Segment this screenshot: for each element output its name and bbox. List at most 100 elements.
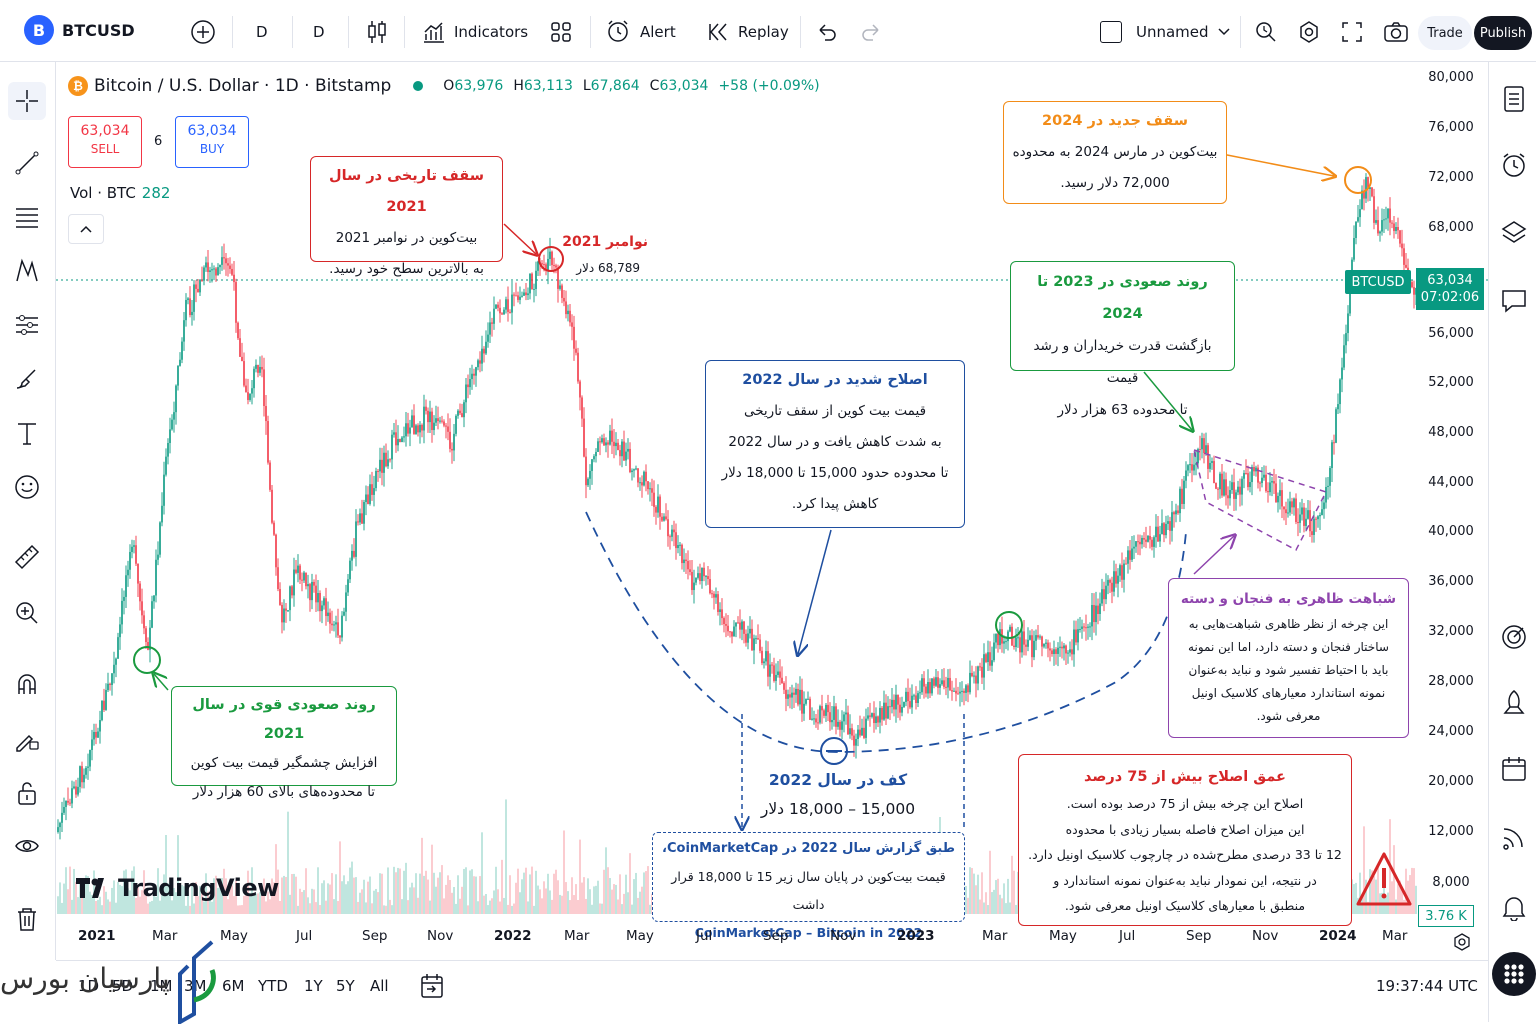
chart-title[interactable]: Bitcoin / U.S. Dollar · 1D · Bitstamp: [94, 76, 392, 96]
camera-icon[interactable]: [1383, 18, 1409, 46]
alert-button[interactable]: Alert: [606, 18, 676, 46]
compare-add-icon[interactable]: [190, 18, 216, 46]
forecasting-icon[interactable]: [8, 306, 46, 344]
text-tool-icon[interactable]: [8, 414, 46, 452]
candle-body: [469, 379, 471, 388]
volume-bar: [413, 887, 415, 914]
zoom-in-icon[interactable]: [8, 594, 46, 632]
volume-bar: [281, 877, 283, 914]
settings-gear-icon[interactable]: [1297, 18, 1321, 46]
candle-body: [1117, 575, 1119, 584]
layout-name-button[interactable]: Unnamed: [1100, 18, 1231, 46]
volume-bar: [469, 870, 471, 914]
volume-bar: [1393, 845, 1395, 914]
interval-button[interactable]: D: [256, 23, 268, 41]
annotation-correction-depth[interactable]: عمق اصلاح بیش از 75 درصد اصلاح این چرخه …: [1018, 754, 1352, 926]
layers-icon[interactable]: [1497, 216, 1531, 250]
volume-bar: [563, 830, 565, 914]
candle-body: [1265, 474, 1267, 492]
interval-button-2[interactable]: D: [313, 23, 325, 41]
volume-bar: [403, 870, 405, 914]
target-icon[interactable]: [1497, 620, 1531, 654]
quick-search-icon[interactable]: [1254, 18, 1278, 46]
volume-bar: [511, 905, 513, 914]
candle-body: [529, 273, 531, 294]
ruler-icon[interactable]: [8, 538, 46, 576]
spread-value: 6: [154, 134, 163, 149]
candle-body: [457, 410, 459, 416]
volume-bar: [173, 888, 175, 914]
chat-icon[interactable]: [1497, 284, 1531, 318]
layouts-grid-icon[interactable]: [550, 18, 572, 46]
goto-date-icon[interactable]: [420, 973, 444, 1003]
redo-icon[interactable]: [860, 18, 882, 46]
range-button-5d[interactable]: 5D: [112, 977, 134, 995]
volume-bar: [965, 885, 967, 914]
publish-button[interactable]: Publish: [1474, 16, 1532, 50]
volume-bar: [547, 873, 549, 914]
notification-bell-icon[interactable]: [1497, 890, 1531, 924]
candle-body: [1331, 442, 1333, 469]
alerts-clock-icon[interactable]: [1497, 148, 1531, 182]
candle-body: [1253, 466, 1255, 472]
fullscreen-icon[interactable]: [1340, 18, 1364, 46]
candle-body: [895, 694, 897, 710]
broadcast-icon[interactable]: [1497, 820, 1531, 854]
range-button-ytd[interactable]: YTD: [258, 977, 288, 995]
symbol-search[interactable]: B BTCUSD: [24, 15, 135, 45]
buy-button[interactable]: 63,034 BUY: [175, 116, 249, 168]
sell-button[interactable]: 63,034 SELL: [68, 116, 142, 168]
candle-body: [1079, 628, 1081, 630]
trade-button[interactable]: Trade: [1418, 16, 1472, 50]
range-button-1m[interactable]: 1M: [150, 977, 173, 995]
annotation-new-high-2024[interactable]: سقف جدید در 2024 بیت‌کوین در مارس 2024 ب…: [1003, 101, 1227, 204]
cmc-link[interactable]: CoinMarketCap – Bitcoin in 2022: [694, 925, 923, 940]
range-button-all[interactable]: All: [370, 977, 389, 995]
range-button-6m[interactable]: 6M: [222, 977, 245, 995]
annotation-ath-2021[interactable]: سقف تاریخی در سال 2021 بیت‌کوین در نوامب…: [310, 156, 503, 277]
annotation-cmc[interactable]: طبق گزارش سال 2022 در CoinMarketCap، قیم…: [652, 832, 965, 940]
eye-icon[interactable]: [8, 828, 46, 866]
magnet-icon[interactable]: [8, 666, 46, 704]
volume-bar: [375, 888, 377, 914]
volume-bar: [145, 895, 147, 914]
replay-button[interactable]: Replay: [706, 18, 789, 46]
rocket-icon[interactable]: [1497, 686, 1531, 720]
collapse-legend-button[interactable]: [68, 214, 104, 244]
range-button-1y[interactable]: 1Y: [304, 977, 323, 995]
calendar-icon[interactable]: [1497, 752, 1531, 786]
annotation-correction-2022[interactable]: اصلاح شدید در سال 2022 قیمت بیت کوین از …: [705, 360, 965, 528]
candle-body: [547, 258, 549, 271]
annotation-cup-handle[interactable]: شباهت ظاهری به فنجان و دسته این چرخه از …: [1168, 578, 1409, 738]
range-button-1d[interactable]: 1D: [78, 977, 100, 995]
pattern-icon[interactable]: [8, 252, 46, 290]
indicators-button[interactable]: Indicators: [422, 18, 528, 46]
candle-body: [81, 766, 83, 783]
candle-body: [133, 545, 135, 547]
trash-icon[interactable]: [8, 900, 46, 938]
more-menu-button[interactable]: [1492, 952, 1536, 996]
range-button-5y[interactable]: 5Y: [336, 977, 355, 995]
undo-icon[interactable]: [816, 18, 838, 46]
volume-bar: [229, 880, 231, 914]
tradingview-logo-icon: [76, 878, 104, 898]
utc-clock[interactable]: 19:37:44 UTC: [1376, 977, 1478, 995]
candle-body: [383, 452, 385, 473]
candle-body: [653, 492, 655, 507]
axis-settings-icon[interactable]: [1452, 932, 1472, 956]
candles-icon[interactable]: [366, 18, 388, 46]
candle-body: [607, 442, 609, 445]
time-tick-label: 2023: [897, 928, 935, 944]
crosshair-icon[interactable]: [8, 82, 46, 120]
trendline-icon[interactable]: [8, 144, 46, 182]
lock-drawing-icon[interactable]: [8, 720, 46, 758]
candle-body: [947, 677, 949, 688]
annotation-uptrend-2021[interactable]: روند صعودی قوی در سال 2021 افزایش چشمگیر…: [171, 686, 397, 800]
annotation-uptrend-2023-2024[interactable]: روند صعودی در 2023 تا 2024 بازگشت قدرت خ…: [1010, 261, 1235, 418]
fib-retracement-icon[interactable]: [8, 198, 46, 236]
candle-body: [929, 682, 931, 694]
lock-icon[interactable]: [8, 774, 46, 812]
emoji-icon[interactable]: [8, 468, 46, 506]
brush-icon[interactable]: [8, 360, 46, 398]
watchlist-icon[interactable]: [1497, 82, 1531, 116]
